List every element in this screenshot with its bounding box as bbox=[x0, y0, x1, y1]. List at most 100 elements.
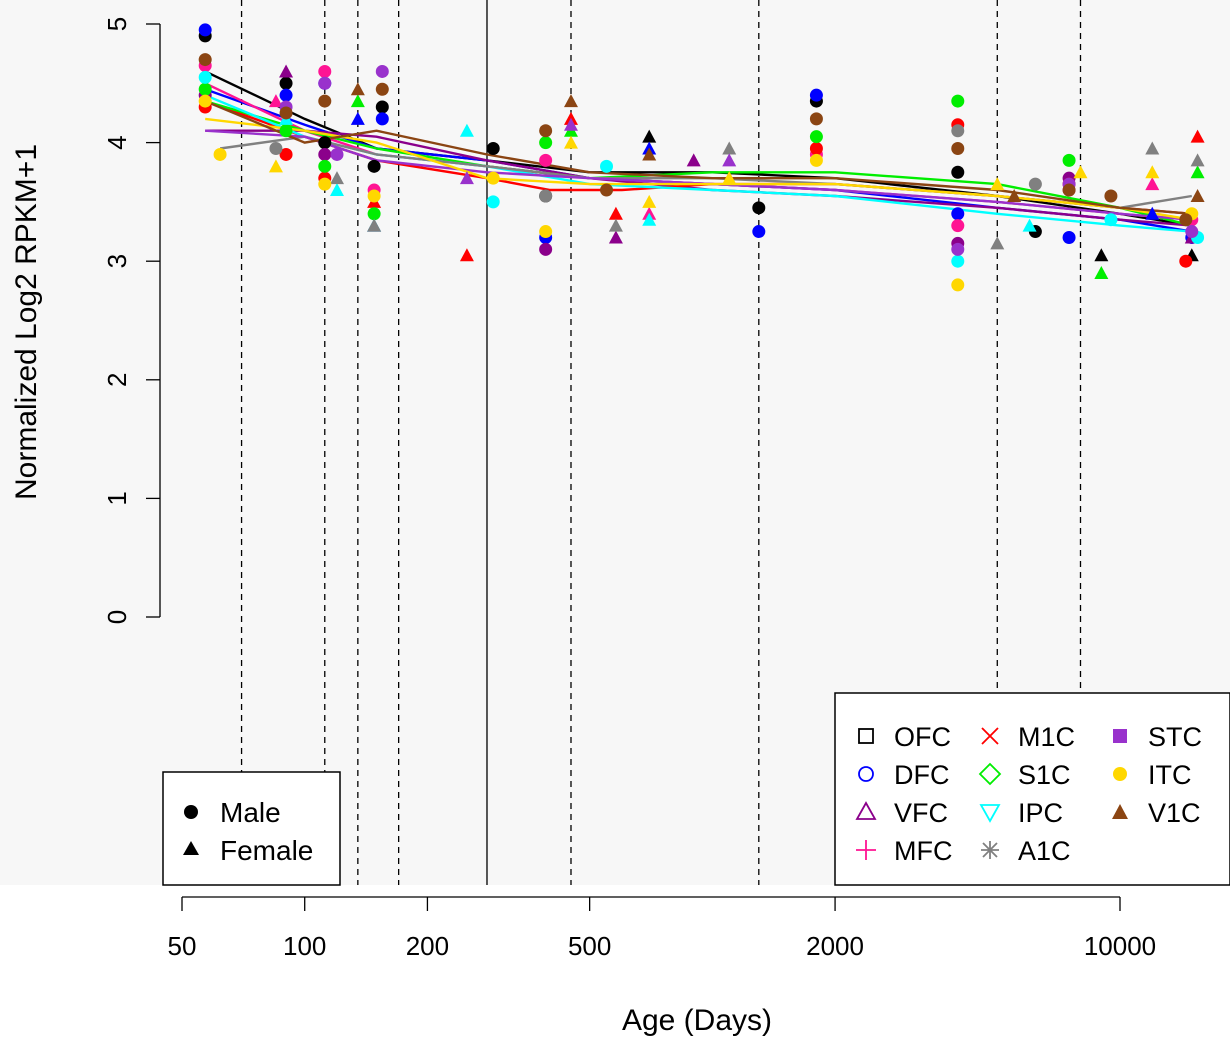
legend-label-ipc: IPC bbox=[1018, 798, 1063, 828]
data-point-male-ipc bbox=[951, 254, 965, 268]
data-point-female-v1c bbox=[1190, 188, 1205, 202]
data-point-female-m1c bbox=[608, 206, 623, 220]
data-point-male-v1c bbox=[951, 142, 965, 156]
data-point-male-mfc bbox=[951, 219, 965, 233]
data-point-male-s1c bbox=[1062, 153, 1076, 167]
data-point-male-v1c bbox=[809, 112, 823, 126]
data-point-male-dfc bbox=[198, 23, 212, 37]
data-point-female-itc bbox=[1145, 165, 1160, 179]
data-point-female-a1c bbox=[1145, 141, 1160, 155]
data-point-male-itc bbox=[809, 153, 823, 167]
data-point-male-ipc bbox=[600, 159, 614, 173]
data-point-male-stc bbox=[318, 76, 332, 90]
data-point-female-stc bbox=[563, 117, 578, 131]
data-point-male-dfc bbox=[375, 112, 389, 126]
data-point-female-dfc bbox=[1145, 206, 1160, 220]
female-legend-marker bbox=[183, 841, 199, 855]
data-point-male-stc bbox=[1185, 225, 1199, 239]
data-point-male-a1c bbox=[539, 189, 553, 203]
y-axis-label: Normalized Log2 RPKM+1 bbox=[10, 144, 43, 500]
data-point-male-ipc bbox=[198, 70, 212, 84]
data-point-male-s1c bbox=[279, 124, 293, 138]
x-tick-label: 2000 bbox=[806, 931, 864, 961]
data-point-male-v1c bbox=[279, 106, 293, 120]
legend-label-dfc: DFC bbox=[894, 760, 950, 790]
data-point-male-a1c bbox=[1028, 177, 1042, 191]
data-point-male-ipc bbox=[486, 195, 500, 209]
sex-legend-box bbox=[162, 771, 341, 886]
y-tick-label: 4 bbox=[102, 135, 132, 149]
data-point-female-itc bbox=[722, 171, 737, 185]
data-point-male-m1c bbox=[809, 142, 823, 156]
data-point-male-v1c bbox=[375, 82, 389, 96]
legend-label-mfc: MFC bbox=[894, 836, 952, 866]
data-point-male-v1c bbox=[600, 183, 614, 197]
data-point-male-stc bbox=[375, 64, 389, 78]
legend-label-m1c: M1C bbox=[1018, 722, 1075, 752]
sex-legend: Male Female bbox=[162, 771, 341, 886]
data-point-male-mfc bbox=[318, 64, 332, 78]
y-tick-label: 2 bbox=[102, 373, 132, 387]
data-point-female-v1c bbox=[642, 147, 657, 161]
data-point-female-a1c bbox=[1190, 153, 1205, 167]
data-point-male-v1c bbox=[1062, 183, 1076, 197]
data-point-female-itc bbox=[642, 194, 657, 208]
female-legend-label: Female bbox=[220, 835, 313, 866]
data-point-male-ofc bbox=[486, 142, 500, 156]
data-point-male-a1c bbox=[269, 142, 283, 156]
data-point-male-itc bbox=[486, 171, 500, 185]
data-point-male-itc bbox=[951, 278, 965, 292]
x-axis-label: Age (Days) bbox=[622, 1004, 772, 1037]
y-tick-label: 5 bbox=[102, 17, 132, 31]
data-point-male-v1c bbox=[1104, 189, 1118, 203]
legend-marker-mfc bbox=[856, 840, 876, 860]
data-point-male-dfc bbox=[809, 88, 823, 102]
y-tick-label: 1 bbox=[102, 491, 132, 505]
trend-line-v1c bbox=[204, 99, 1192, 215]
data-point-female-itc bbox=[563, 135, 578, 149]
data-point-male-ofc bbox=[279, 76, 293, 90]
data-point-female-v1c bbox=[350, 82, 365, 96]
data-point-male-itc bbox=[213, 147, 227, 161]
data-point-female-mfc bbox=[268, 94, 283, 108]
data-point-male-s1c bbox=[539, 136, 553, 150]
legend-marker-s1c bbox=[978, 762, 1002, 786]
trend-line-stc bbox=[205, 129, 1192, 221]
data-point-male-v1c bbox=[318, 94, 332, 108]
data-point-male-s1c bbox=[951, 94, 965, 108]
legend-marker-a1c bbox=[981, 841, 999, 859]
y-tick-label: 3 bbox=[102, 254, 132, 268]
legend-label-ofc: OFC bbox=[894, 722, 951, 752]
data-point-female-stc bbox=[459, 171, 474, 185]
data-point-female-v1c bbox=[1007, 188, 1022, 202]
region-legend-box bbox=[834, 692, 1230, 886]
data-point-female-a1c bbox=[990, 236, 1005, 250]
y-tick-label: 0 bbox=[102, 610, 132, 624]
data-point-female-itc bbox=[1073, 165, 1088, 179]
data-point-female-m1c bbox=[1190, 129, 1205, 143]
legend-marker-v1c bbox=[1112, 804, 1128, 819]
data-point-female-a1c bbox=[722, 141, 737, 155]
data-point-male-itc bbox=[198, 94, 212, 108]
data-point-male-itc bbox=[539, 225, 553, 239]
legend-label-a1c: A1C bbox=[1018, 836, 1071, 866]
data-point-female-ipc bbox=[329, 183, 344, 197]
data-point-female-a1c bbox=[608, 218, 623, 232]
data-point-female-mfc bbox=[1145, 177, 1160, 191]
data-point-male-m1c bbox=[1179, 254, 1193, 268]
legend-marker-itc bbox=[1113, 767, 1127, 781]
data-point-male-dfc bbox=[1062, 230, 1076, 244]
data-point-female-m1c bbox=[459, 248, 474, 262]
data-point-female-vfc bbox=[279, 64, 294, 78]
data-point-male-vfc bbox=[318, 147, 332, 161]
trend-lines bbox=[204, 70, 1193, 233]
data-point-male-s1c bbox=[367, 207, 381, 221]
x-tick-label: 100 bbox=[283, 931, 326, 961]
data-point-female-s1c bbox=[1190, 165, 1205, 179]
data-point-female-vfc bbox=[686, 153, 701, 167]
data-point-male-ofc bbox=[367, 159, 381, 173]
legend-label-v1c: V1C bbox=[1148, 798, 1201, 828]
legend-marker-stc bbox=[1113, 729, 1127, 743]
data-point-male-dfc bbox=[279, 88, 293, 102]
data-point-male-v1c bbox=[198, 53, 212, 67]
